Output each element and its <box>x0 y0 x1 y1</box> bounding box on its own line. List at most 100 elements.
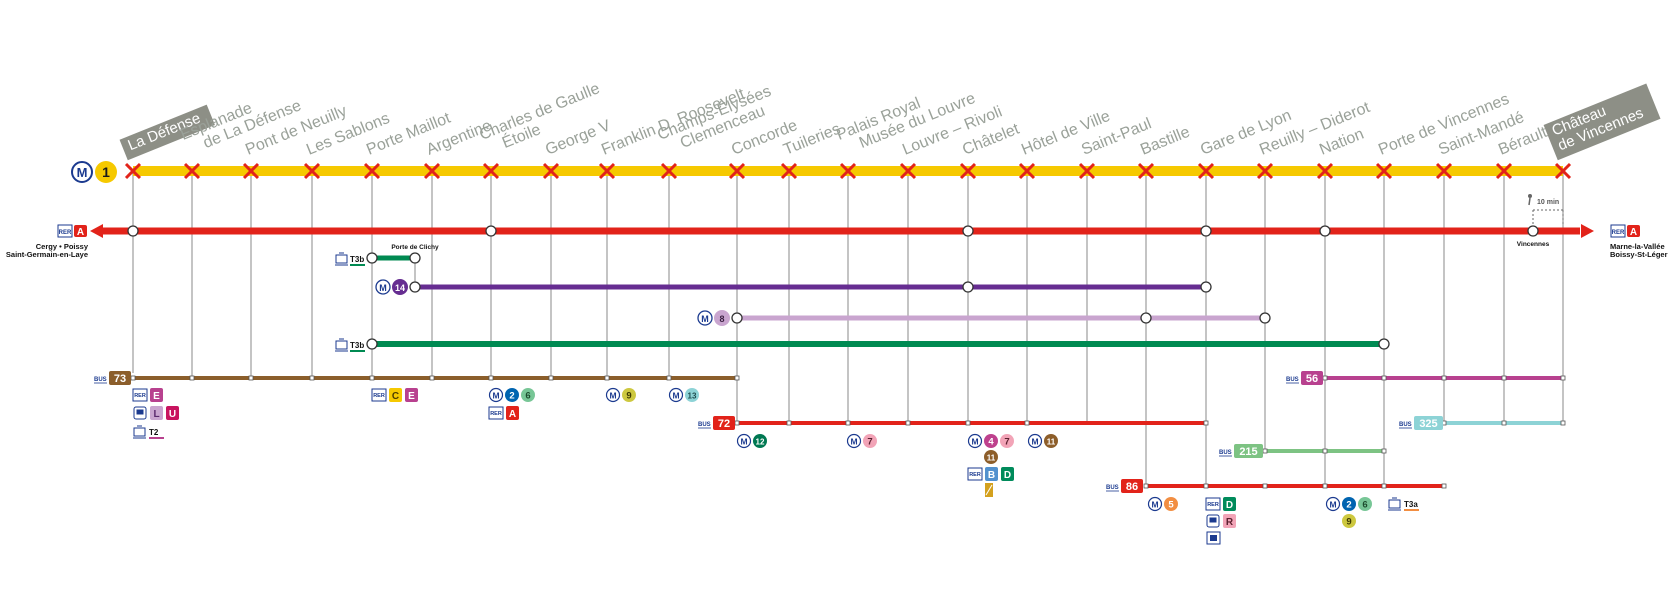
bus-86-badge <box>1121 479 1143 493</box>
cross-stroke <box>1495 162 1513 180</box>
cross-stroke <box>959 162 977 180</box>
line-number: 1 <box>102 164 110 180</box>
rer-line-icon <box>985 467 998 481</box>
station-cross <box>1018 162 1036 180</box>
metro-line-number: 11 <box>987 454 996 463</box>
bus-215-stop <box>1322 448 1328 454</box>
bus-73-number: 73 <box>114 373 126 385</box>
rer-line-letter: D <box>1004 470 1011 481</box>
metro-letter: M <box>701 314 709 324</box>
rer-a-arrow-right <box>1581 224 1594 238</box>
tram-body <box>335 340 348 350</box>
bus-56-stop <box>1381 375 1387 381</box>
cross-stroke <box>482 162 500 180</box>
station-cross <box>1554 162 1572 180</box>
porte-de-clichy-label: Porte de Clichy <box>391 244 439 251</box>
walk-icon <box>1528 197 1531 206</box>
tram-icon <box>335 338 348 352</box>
metro-line-number: 9 <box>1346 517 1351 528</box>
metro-line-number: 7 <box>1004 437 1009 448</box>
station-cross <box>1137 162 1155 180</box>
rer-a-left-destination: Cergy • Poissy <box>36 242 89 251</box>
bus-73-stop <box>429 375 435 381</box>
bus-72-stop <box>734 420 740 426</box>
rer-a-stop <box>1200 225 1212 237</box>
bus-73-stop <box>604 375 610 381</box>
metro-line-icon <box>863 434 877 448</box>
metro-badge <box>375 279 391 295</box>
rer-text: RER <box>969 472 981 478</box>
rer-a-right-destination: Marne-la-Vallée <box>1610 242 1665 251</box>
bus-72-badge <box>713 416 735 430</box>
rer-line-letter: C <box>392 391 399 402</box>
terminus-box <box>119 104 215 161</box>
station-cross <box>1375 162 1393 180</box>
rer-text: RER <box>134 393 146 399</box>
rer-line-icon <box>1223 514 1236 528</box>
metro-letter: M <box>740 437 747 447</box>
metro-letter: M <box>1151 500 1158 510</box>
rer-line-letter: B <box>988 470 995 481</box>
metro-line-number: 7 <box>867 437 872 448</box>
cross-stroke <box>542 162 560 180</box>
metro-icon <box>488 387 504 403</box>
bus-325-badge <box>1414 416 1443 430</box>
metro-letter: M <box>1329 500 1336 510</box>
metro-line-icon <box>1358 497 1372 511</box>
station-cross <box>780 162 798 180</box>
cross-stroke <box>124 162 142 180</box>
m8-stop <box>731 312 743 324</box>
tram-body <box>335 254 348 264</box>
station-cross <box>303 162 321 180</box>
metro-line-1 <box>124 162 1572 180</box>
cross-stroke <box>1018 162 1036 180</box>
metro-line-icon <box>505 388 519 402</box>
rer-line-icon <box>166 406 179 420</box>
bus-86-number: 86 <box>1126 481 1138 493</box>
rer-a-arrow-left <box>90 224 103 238</box>
m14-badge <box>392 279 408 295</box>
cross-stroke <box>598 162 616 180</box>
metro-letter: M <box>492 391 499 401</box>
luggage-body <box>1210 535 1217 541</box>
t3b-stop <box>366 252 378 264</box>
walk-time: 10 min <box>1537 199 1559 206</box>
m8-stop <box>1259 312 1271 324</box>
metro-line-number: 5 <box>1168 500 1174 511</box>
bus-72-stop <box>965 420 971 426</box>
tram-line-label: T3a <box>1404 500 1418 509</box>
bus-56-stop <box>1441 375 1447 381</box>
m8-number: 8 <box>719 314 724 324</box>
bus-text: BUS <box>1219 450 1232 456</box>
bus-215-number: 215 <box>1239 446 1257 458</box>
metro-line-icon <box>1342 514 1356 528</box>
metro-line-number: 4 <box>988 437 994 448</box>
cross-stroke <box>780 162 798 180</box>
funicular-stroke <box>985 484 993 496</box>
rer-a-left-destination: Saint-Germain-en-Laye <box>6 250 88 259</box>
rer-icon <box>967 467 983 481</box>
t3b-stop <box>366 338 378 350</box>
bus-73-stop <box>488 375 494 381</box>
cross-stroke <box>839 162 857 180</box>
rer-text: RER <box>373 393 385 399</box>
metro-icon <box>605 387 621 403</box>
bus-215-stop <box>1262 448 1268 454</box>
station-cross <box>660 162 678 180</box>
metro-line-icon <box>1342 497 1356 511</box>
metro-badge <box>71 161 93 183</box>
metro-line-icon <box>1000 434 1014 448</box>
bus-72-stop <box>1024 420 1030 426</box>
cross-stroke <box>303 162 321 180</box>
rer-line-letter: E <box>408 391 415 402</box>
m8-stop <box>1140 312 1152 324</box>
station-cross <box>728 162 746 180</box>
rer-badge <box>57 224 73 238</box>
metro-letter: M <box>609 391 616 401</box>
rer-line-letter: E <box>153 391 160 402</box>
cross-stroke <box>183 162 201 180</box>
metro-letter: M <box>672 391 679 401</box>
